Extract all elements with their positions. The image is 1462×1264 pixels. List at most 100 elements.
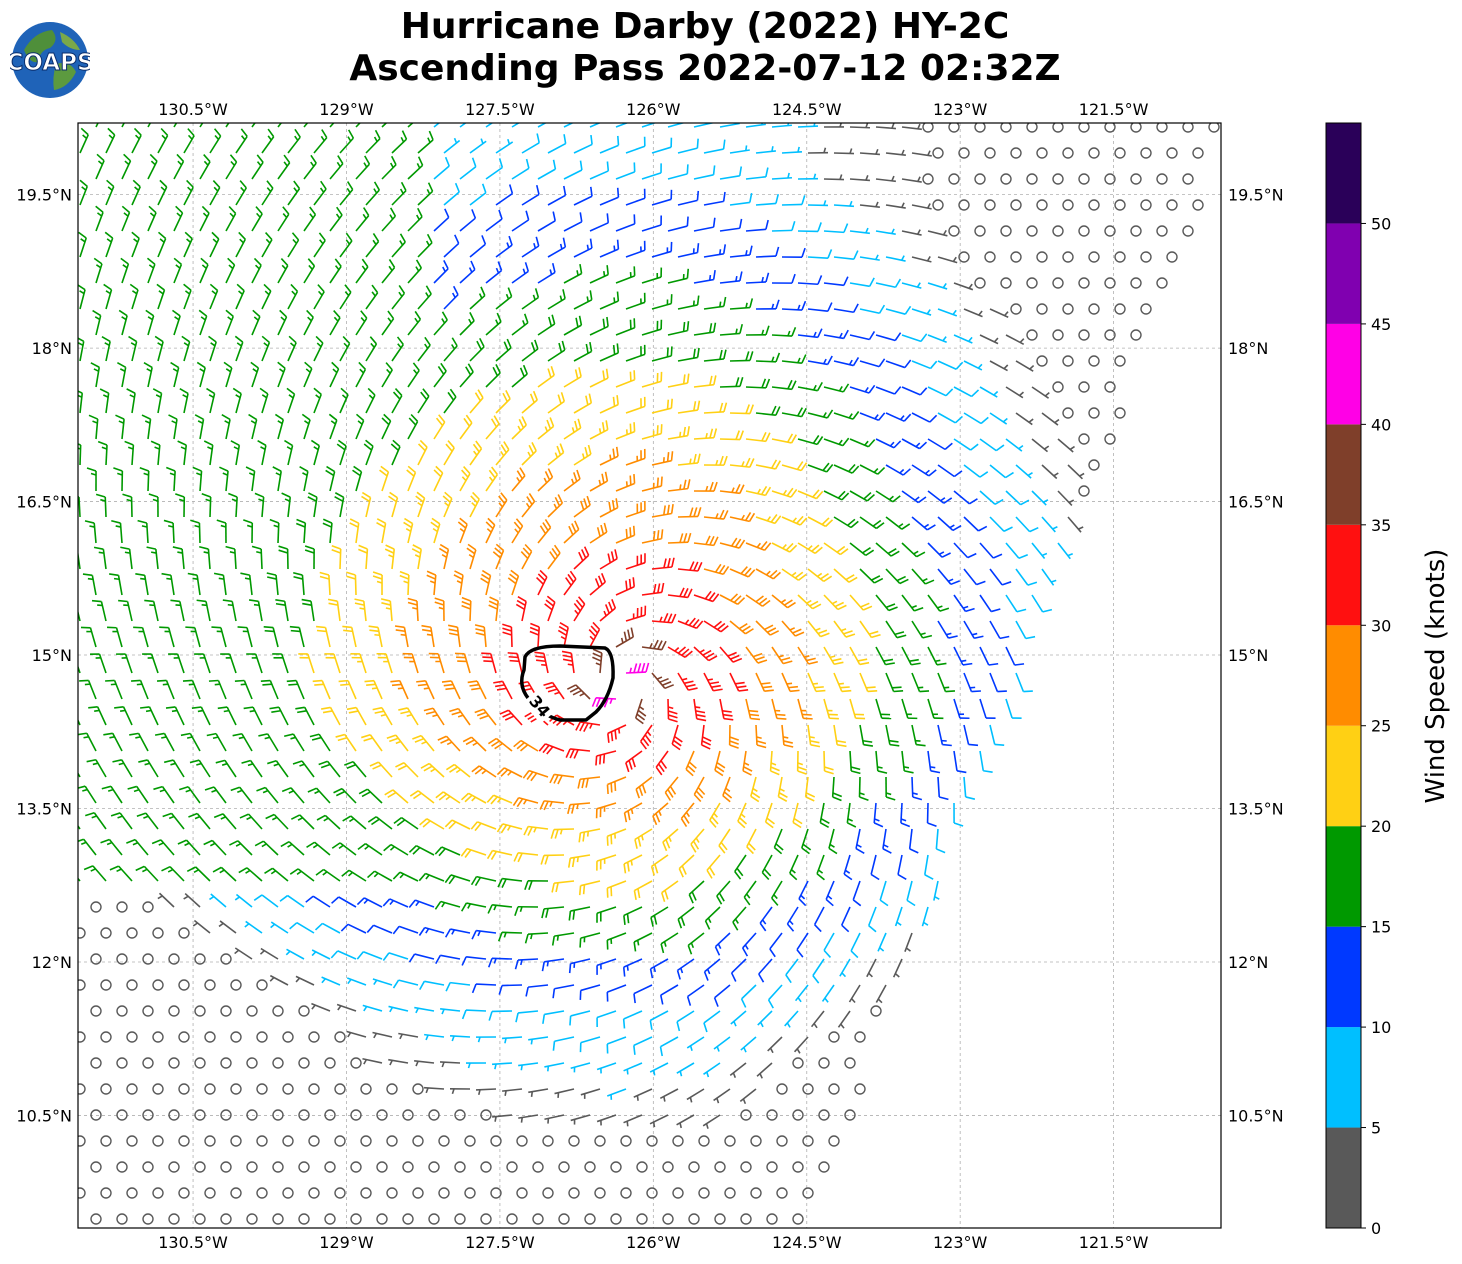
wind-barb xyxy=(677,347,700,362)
wind-barb xyxy=(329,258,342,284)
wind-barb xyxy=(979,698,996,720)
wind-barb xyxy=(285,948,305,960)
calm-wind-marker xyxy=(1078,277,1090,289)
wind-barb xyxy=(188,812,211,830)
wind-barb xyxy=(443,234,460,258)
wind-barb xyxy=(187,572,201,596)
wind-barb xyxy=(831,776,843,802)
wind-barb xyxy=(1005,542,1029,560)
wind-barb xyxy=(439,1061,461,1068)
wind-barb xyxy=(426,570,437,596)
wind-barb xyxy=(539,800,565,811)
wind-barb xyxy=(963,672,981,693)
wind-barb xyxy=(641,371,663,388)
calm-wind-marker xyxy=(1156,123,1168,133)
wind-barb xyxy=(225,309,234,336)
wind-barb xyxy=(121,205,131,232)
wind-barb xyxy=(589,368,609,388)
wind-barb xyxy=(709,802,721,828)
calm-wind-marker xyxy=(194,953,206,965)
wind-barb xyxy=(714,932,731,956)
wind-barb xyxy=(641,476,663,492)
wind-barb xyxy=(416,680,435,700)
wind-barb xyxy=(786,906,799,932)
wind-barb xyxy=(875,594,898,612)
calm-wind-marker xyxy=(1130,225,1142,237)
wind-barb xyxy=(528,1088,549,1097)
wind-barb xyxy=(578,880,601,896)
wind-barb xyxy=(633,1088,653,1101)
calm-wind-marker xyxy=(672,1135,684,1147)
wind-barb xyxy=(859,464,886,475)
wind-barb xyxy=(287,232,300,258)
wind-barb xyxy=(911,256,932,263)
wind-barb xyxy=(514,905,539,916)
wind-barb xyxy=(269,974,289,986)
wind-barb xyxy=(419,980,445,990)
wind-barb xyxy=(911,672,930,693)
wind-barb xyxy=(1057,490,1075,506)
wind-barb xyxy=(989,568,1012,586)
wind-barb xyxy=(1005,698,1022,719)
wind-barb xyxy=(358,788,383,804)
calm-wind-marker xyxy=(100,1187,112,1199)
wind-barb xyxy=(693,481,718,492)
wind-barb xyxy=(745,167,769,180)
wind-barb xyxy=(173,123,178,128)
wind-barb xyxy=(703,191,726,206)
wind-barb xyxy=(716,880,731,905)
wind-barb xyxy=(443,388,457,414)
wind-barb xyxy=(953,698,970,720)
wind-barb xyxy=(979,438,1005,452)
wind-barb xyxy=(424,1033,445,1041)
calm-wind-marker xyxy=(1010,147,1022,159)
wind-barb xyxy=(380,598,393,622)
wind-barb xyxy=(61,468,70,491)
calm-wind-marker xyxy=(792,1057,804,1069)
wind-barb xyxy=(855,828,865,855)
wind-barb xyxy=(599,395,619,414)
wind-barb xyxy=(372,571,383,596)
wind-barb xyxy=(109,573,123,596)
wind-barb xyxy=(437,735,461,752)
wind-barb xyxy=(755,459,782,470)
wind-barb xyxy=(852,880,862,907)
wind-barb xyxy=(579,984,601,1000)
wind-barb xyxy=(445,763,471,778)
wind-barb xyxy=(235,128,248,154)
wind-barb xyxy=(755,514,782,525)
calm-wind-marker xyxy=(178,1187,190,1199)
wind-barb xyxy=(183,179,194,206)
calm-wind-marker xyxy=(90,953,102,965)
wind-barb xyxy=(522,769,549,782)
wind-barb xyxy=(1005,594,1027,613)
calm-wind-marker xyxy=(1026,173,1038,185)
wind-barb xyxy=(223,361,233,388)
wind-barb xyxy=(435,791,461,804)
wind-barb xyxy=(704,906,721,930)
calm-wind-marker xyxy=(78,927,86,939)
map-gridlines xyxy=(78,123,1221,1228)
wind-barb xyxy=(196,361,206,388)
wind-barb xyxy=(849,698,866,720)
calm-wind-marker xyxy=(1078,123,1090,133)
calm-wind-marker xyxy=(984,147,996,159)
wind-barb xyxy=(926,802,937,827)
wind-barb xyxy=(807,462,834,473)
wind-barb xyxy=(403,517,414,544)
calm-wind-marker xyxy=(724,1135,736,1147)
wind-barb xyxy=(421,624,435,648)
wind-barb xyxy=(199,123,204,128)
calm-wind-marker xyxy=(516,1187,528,1199)
wind-barb xyxy=(447,624,461,648)
calm-wind-marker xyxy=(116,1057,128,1069)
wind-barb xyxy=(469,183,487,206)
wind-barb xyxy=(875,386,902,395)
wind-barb xyxy=(771,487,798,498)
calm-wind-marker xyxy=(480,1161,492,1173)
wind-barb xyxy=(381,310,395,336)
calm-wind-marker xyxy=(178,1135,190,1147)
wind-barb xyxy=(520,543,533,570)
wind-barb xyxy=(858,776,869,801)
wind-barb xyxy=(144,599,159,622)
